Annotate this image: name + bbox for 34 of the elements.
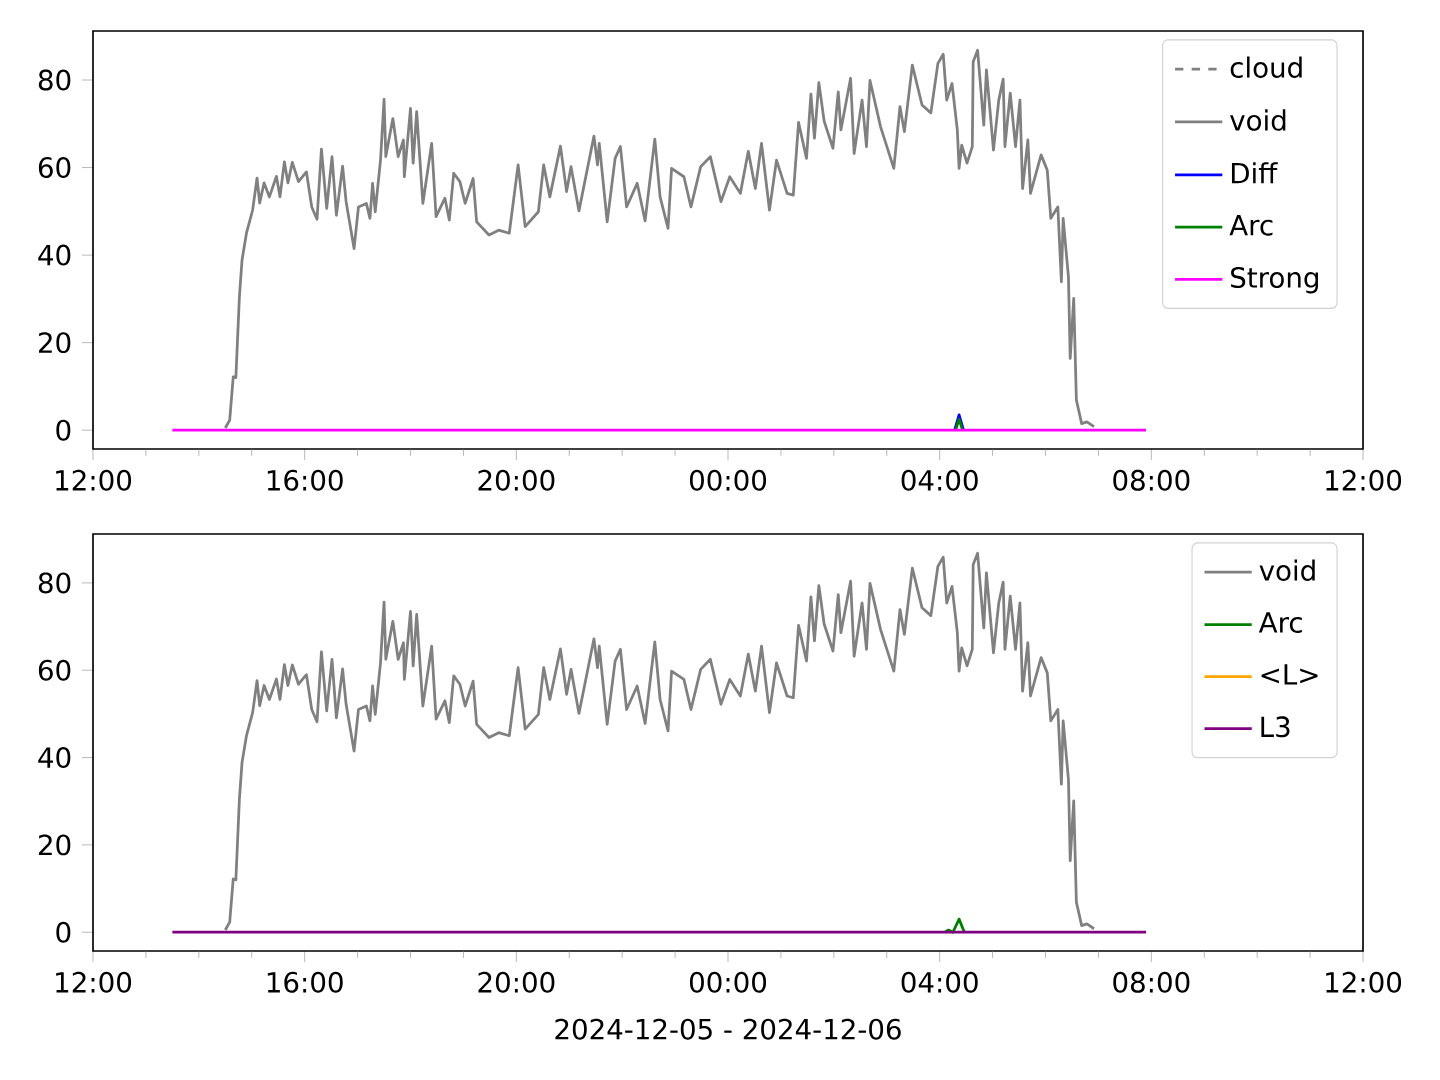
x-tick-label: 00:00 bbox=[689, 469, 767, 491]
x-tick-label: 20:00 bbox=[478, 971, 555, 993]
x-tick-label: 08:00 bbox=[1113, 971, 1190, 993]
x-tick-label: 04:00 bbox=[901, 971, 978, 993]
x-tick-label: 20:00 bbox=[478, 469, 555, 491]
x-tick-label: 12:00 bbox=[1326, 971, 1402, 993]
legend-label: <L> bbox=[1261, 664, 1318, 685]
y-tick-label: 40 bbox=[38, 244, 71, 266]
x-tick-label: 12:00 bbox=[56, 971, 132, 993]
x-tick-label: 08:00 bbox=[1113, 469, 1190, 491]
y-tick-label: 0 bbox=[56, 921, 71, 943]
x-tick-label: 04:00 bbox=[901, 469, 978, 491]
legend-label: Arc bbox=[1258, 612, 1302, 633]
legend-label: void bbox=[1230, 109, 1286, 131]
legend-label: cloud bbox=[1230, 56, 1302, 78]
y-tick-label: 60 bbox=[38, 659, 71, 681]
y-tick-label: 60 bbox=[38, 157, 71, 179]
y-tick-label: 80 bbox=[38, 69, 71, 91]
y-tick-label: 40 bbox=[38, 747, 71, 769]
y-tick-label: 20 bbox=[38, 332, 71, 354]
y-tick-label: 20 bbox=[38, 834, 71, 856]
x-tick-label: 12:00 bbox=[56, 469, 132, 491]
legend-label: Diff bbox=[1231, 162, 1278, 184]
x-tick-label: 16:00 bbox=[267, 469, 343, 491]
x-tick-label: 12:00 bbox=[1326, 469, 1402, 491]
x-tick-label: 16:00 bbox=[267, 971, 343, 993]
legend-label: Arc bbox=[1229, 215, 1273, 236]
legend-label: L3 bbox=[1261, 716, 1290, 738]
x-tick-label: 00:00 bbox=[689, 971, 767, 993]
legend-label: void bbox=[1259, 559, 1315, 581]
y-tick-label: 0 bbox=[56, 419, 71, 441]
legend-label: Strong bbox=[1231, 267, 1318, 294]
y-tick-label: 80 bbox=[38, 572, 71, 594]
x-axis-title: 2024-12-05 - 2024-12-06 bbox=[555, 1018, 901, 1040]
